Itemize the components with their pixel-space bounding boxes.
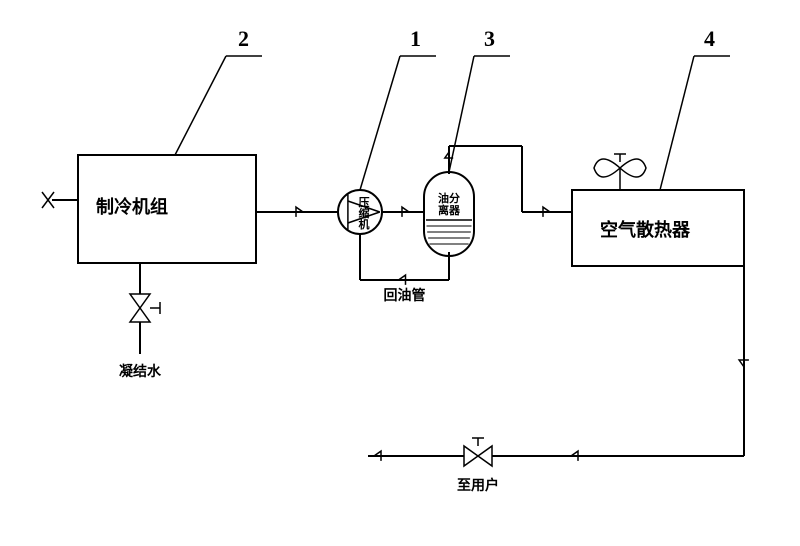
- callout-3: 3: [484, 26, 495, 51]
- refrigeration-unit-label: 制冷机组: [96, 196, 168, 217]
- separator-label-1: 油分: [438, 191, 460, 205]
- callout-2: 2: [238, 26, 249, 51]
- system-diagram: 制冷机组 空气散热器 压 缩 机 油分 离器 1 2 3 4 回油管 凝结水 至…: [0, 0, 800, 546]
- leader-lines: [175, 56, 730, 190]
- air-radiator-label: 空气散热器: [600, 219, 691, 240]
- callout-4: 4: [704, 26, 715, 51]
- valve-user: [464, 438, 492, 466]
- separator-label-2: 离器: [438, 203, 461, 217]
- to-user-label: 至用户: [457, 477, 499, 494]
- compressor-label-2: 缩: [359, 206, 370, 220]
- valve-condensate: [130, 294, 160, 322]
- oil-return-label: 回油管: [384, 287, 426, 304]
- condensate-label: 凝结水: [119, 363, 162, 380]
- callout-1: 1: [410, 26, 421, 51]
- compressor-label-3: 机: [359, 217, 370, 231]
- compressor-label-1: 压: [359, 195, 370, 209]
- fan-icon: [594, 154, 646, 190]
